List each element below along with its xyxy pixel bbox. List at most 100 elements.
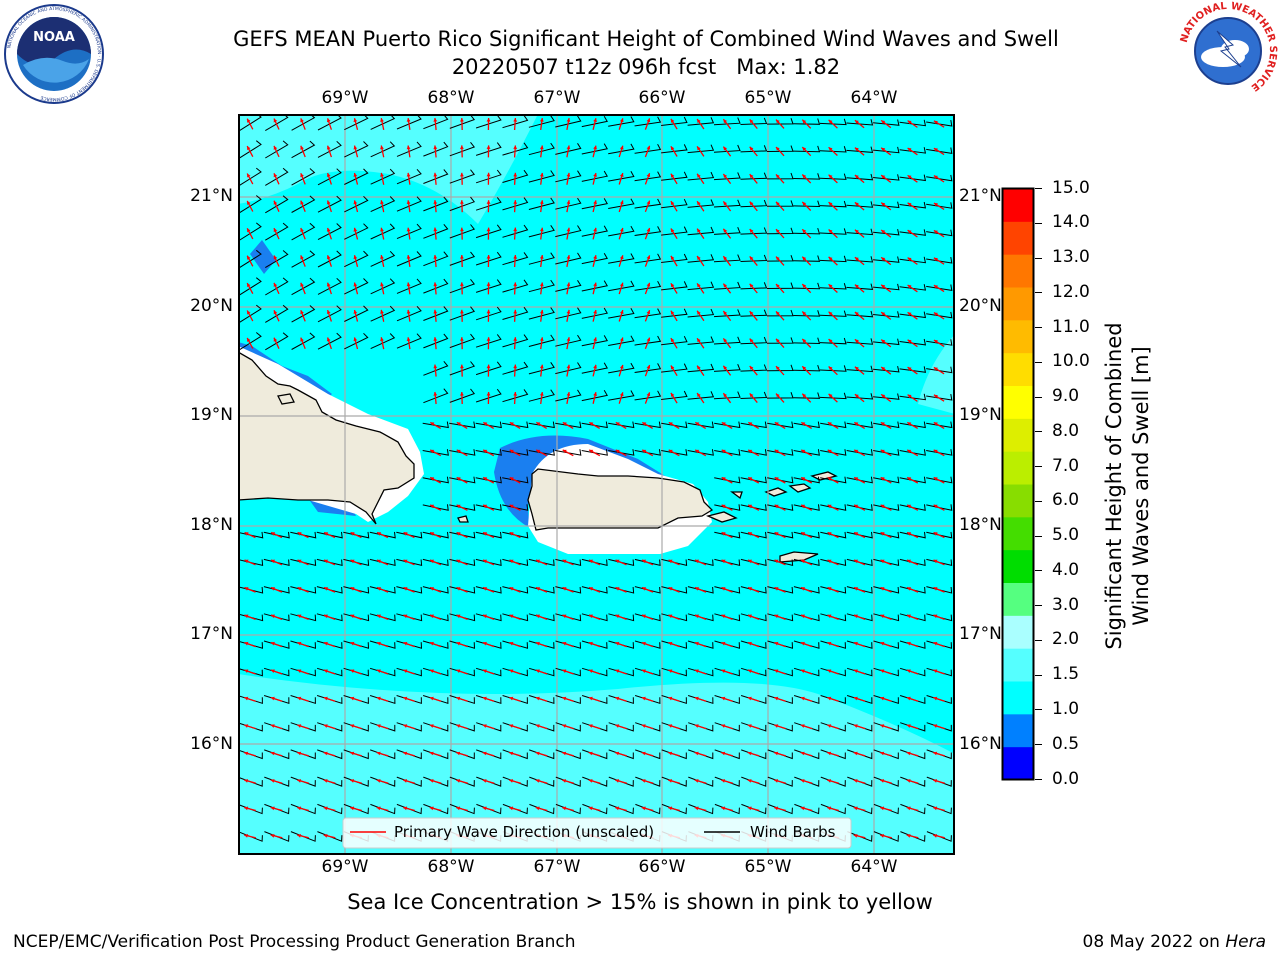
wave-arrow-head: [271, 559, 275, 564]
wave-arrow-head: [933, 285, 938, 289]
wind-barb: [740, 254, 768, 262]
wave-arrow-head: [907, 587, 911, 591]
wave-arrow-head: [828, 147, 833, 152]
wave-arrow-head: [642, 422, 647, 426]
wave-arrow-head: [881, 312, 886, 316]
wave-arrow-head: [774, 477, 779, 481]
wind-barb: [846, 228, 874, 236]
wave-arrow-head: [615, 614, 620, 619]
wave-arrow-head: [670, 118, 675, 123]
wave-arrow-head: [747, 751, 752, 756]
lat-label-left: 17°N: [190, 624, 233, 644]
wind-barb: [634, 116, 662, 127]
wave-arrow-head: [270, 834, 275, 838]
wave-arrow-head: [615, 779, 620, 783]
wave-arrow-head: [641, 806, 646, 811]
wave-arrow-head: [433, 118, 438, 122]
wind-barb: [265, 140, 289, 159]
wave-arrow-head: [270, 751, 275, 756]
wind-barb: [344, 141, 369, 158]
graticule: [238, 114, 955, 855]
lat-label-left: 19°N: [190, 405, 233, 425]
wind-barb: [608, 449, 635, 456]
wave-arrow-head: [933, 422, 938, 426]
wave-arrow-head: [377, 587, 381, 591]
lon-label-bottom: 69°W: [321, 857, 369, 877]
wind-barb: [846, 338, 874, 345]
wind-barb: [317, 305, 342, 323]
wave-arrow-head: [513, 255, 518, 259]
wind-barb: [475, 169, 502, 184]
wave-arrow-head: [456, 477, 461, 481]
wind-barb: [873, 449, 900, 456]
wave-arrow-head: [244, 779, 249, 783]
wave-arrow-head: [350, 669, 355, 673]
wave-arrow-head: [406, 309, 411, 314]
wave-arrow-head: [747, 669, 752, 673]
wind-barb: [793, 118, 821, 125]
wind-barb: [449, 169, 476, 184]
wave-arrow-head: [694, 806, 699, 811]
colorbar-label-line1: Significant Height of Combined: [1102, 322, 1126, 650]
wave-arrow-head: [350, 614, 355, 619]
wind-barb: [846, 201, 874, 208]
wave-arrow-head: [271, 532, 276, 536]
wave-arrow-head: [907, 312, 912, 316]
wave-arrow-head: [668, 587, 673, 591]
wave-arrow-head: [827, 751, 832, 756]
wave-arrow-head: [774, 422, 779, 426]
wave-arrow-head: [271, 587, 275, 591]
wave-arrow-head: [670, 201, 675, 206]
wave-arrow-head: [615, 669, 620, 673]
wave-arrow-head: [300, 282, 304, 287]
wind-barb: [793, 255, 821, 262]
wave-arrow-head: [244, 834, 248, 838]
wave-arrow-head: [802, 338, 807, 343]
wind-barb: [528, 225, 555, 238]
colorbar: [1001, 187, 1035, 781]
wave-arrow-head: [244, 806, 249, 811]
wind-barb: [926, 147, 953, 155]
wave-arrow-head: [460, 118, 464, 122]
wind-barb: [819, 337, 847, 345]
wave-arrow-head: [933, 641, 938, 646]
lat-label-right: 21°N: [959, 186, 1002, 206]
wind-barb: [926, 421, 953, 429]
wave-arrow-head: [774, 641, 779, 646]
wave-arrow-head: [748, 504, 753, 509]
wind-barb: [766, 364, 794, 372]
wave-arrow-head: [589, 449, 594, 454]
wave-arrow-head: [247, 200, 251, 205]
wave-arrow-head: [513, 309, 518, 314]
wind-barb: [793, 364, 821, 372]
wave-arrow-head: [802, 201, 807, 206]
wind-barb: [819, 146, 847, 153]
wave-arrow-head: [403, 614, 408, 619]
wave-arrow-head: [907, 230, 912, 234]
wave-arrow-head: [297, 669, 302, 673]
wave-arrow-head: [562, 806, 567, 811]
wave-arrow-head: [566, 255, 571, 259]
wave-arrow-head: [406, 145, 411, 150]
wave-arrow-head: [668, 614, 673, 619]
wave-arrow-head: [326, 282, 331, 287]
wind-barb: [396, 196, 422, 212]
wave-arrow-head: [273, 337, 278, 342]
wave-arrow-head: [593, 337, 597, 342]
wave-arrow-head: [324, 587, 328, 591]
wind-barb: [926, 120, 953, 127]
wave-arrow-head: [801, 559, 805, 564]
wind-barb: [687, 144, 715, 154]
wind-barb: [528, 421, 555, 429]
wave-arrow-head: [380, 282, 384, 287]
wind-barb: [423, 114, 449, 130]
land-areas: [238, 351, 838, 563]
wave-arrow-head: [695, 559, 699, 564]
wave-arrow-head: [353, 255, 358, 260]
wave-arrow-head: [273, 282, 278, 287]
wave-arrow-head: [933, 449, 938, 454]
wave-arrow-head: [562, 587, 567, 591]
wave-arrow-head: [483, 422, 488, 426]
wave-arrow-head: [566, 118, 571, 122]
wave-arrow-head: [749, 256, 754, 261]
